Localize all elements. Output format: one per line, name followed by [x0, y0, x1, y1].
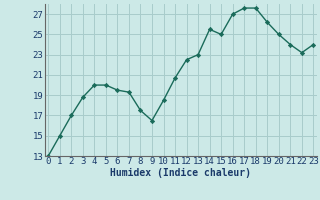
X-axis label: Humidex (Indice chaleur): Humidex (Indice chaleur): [110, 168, 251, 178]
